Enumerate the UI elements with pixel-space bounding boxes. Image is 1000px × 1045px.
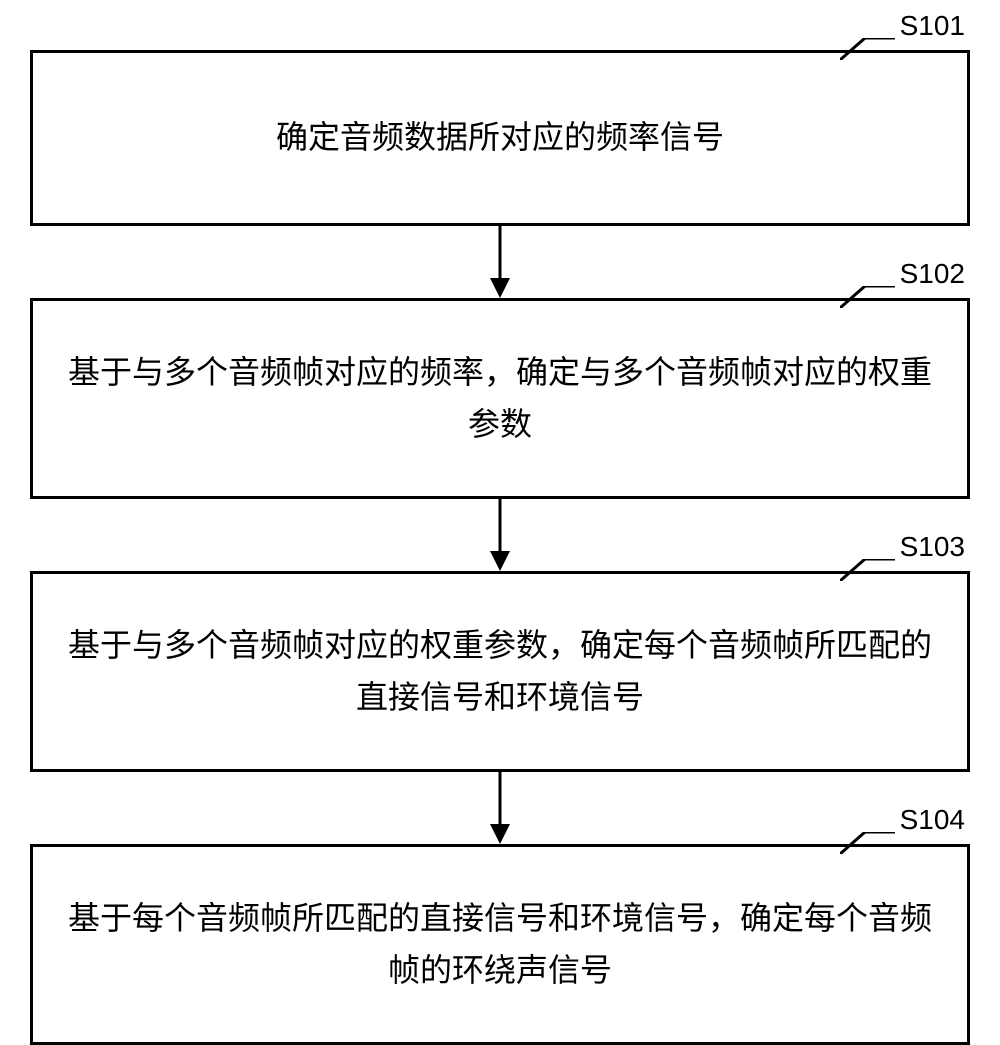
- flowchart-step: S104 基于每个音频帧所匹配的直接信号和环境信号，确定每个音频帧的环绕声信号: [30, 844, 970, 1045]
- label-connector-line: [840, 559, 895, 581]
- flowchart-arrow: [30, 772, 970, 844]
- step-label: S103: [900, 531, 965, 563]
- flowchart-arrow: [30, 226, 970, 298]
- step-text: 基于与多个音频帧对应的频率，确定与多个音频帧对应的权重参数: [53, 347, 947, 449]
- flowchart-box: 基于每个音频帧所匹配的直接信号和环境信号，确定每个音频帧的环绕声信号: [30, 844, 970, 1045]
- step-label: S104: [900, 804, 965, 836]
- label-connector-line: [840, 832, 895, 854]
- step-text: 基于每个音频帧所匹配的直接信号和环境信号，确定每个音频帧的环绕声信号: [53, 893, 947, 995]
- flowchart-step: S102 基于与多个音频帧对应的频率，确定与多个音频帧对应的权重参数: [30, 298, 970, 499]
- flowchart-arrow: [30, 499, 970, 571]
- step-text: 基于与多个音频帧对应的权重参数，确定每个音频帧所匹配的直接信号和环境信号: [53, 620, 947, 722]
- flowchart-container: S101 确定音频数据所对应的频率信号 S102 基于与多个音频帧对应的频率，确…: [0, 0, 1000, 990]
- label-connector-line: [840, 38, 895, 60]
- flowchart-step: S101 确定音频数据所对应的频率信号: [30, 50, 970, 226]
- step-text: 确定音频数据所对应的频率信号: [276, 112, 724, 163]
- flowchart-box: 基于与多个音频帧对应的频率，确定与多个音频帧对应的权重参数: [30, 298, 970, 499]
- label-connector-line: [840, 286, 895, 308]
- step-label: S101: [900, 10, 965, 42]
- flowchart-box: 基于与多个音频帧对应的权重参数，确定每个音频帧所匹配的直接信号和环境信号: [30, 571, 970, 772]
- step-label: S102: [900, 258, 965, 290]
- flowchart-box: 确定音频数据所对应的频率信号: [30, 50, 970, 226]
- flowchart-step: S103 基于与多个音频帧对应的权重参数，确定每个音频帧所匹配的直接信号和环境信…: [30, 571, 970, 772]
